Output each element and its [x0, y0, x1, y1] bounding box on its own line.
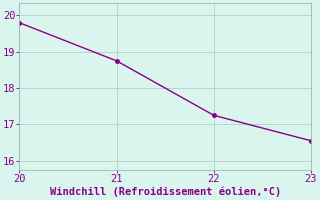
- X-axis label: Windchill (Refroidissement éolien,°C): Windchill (Refroidissement éolien,°C): [50, 187, 281, 197]
